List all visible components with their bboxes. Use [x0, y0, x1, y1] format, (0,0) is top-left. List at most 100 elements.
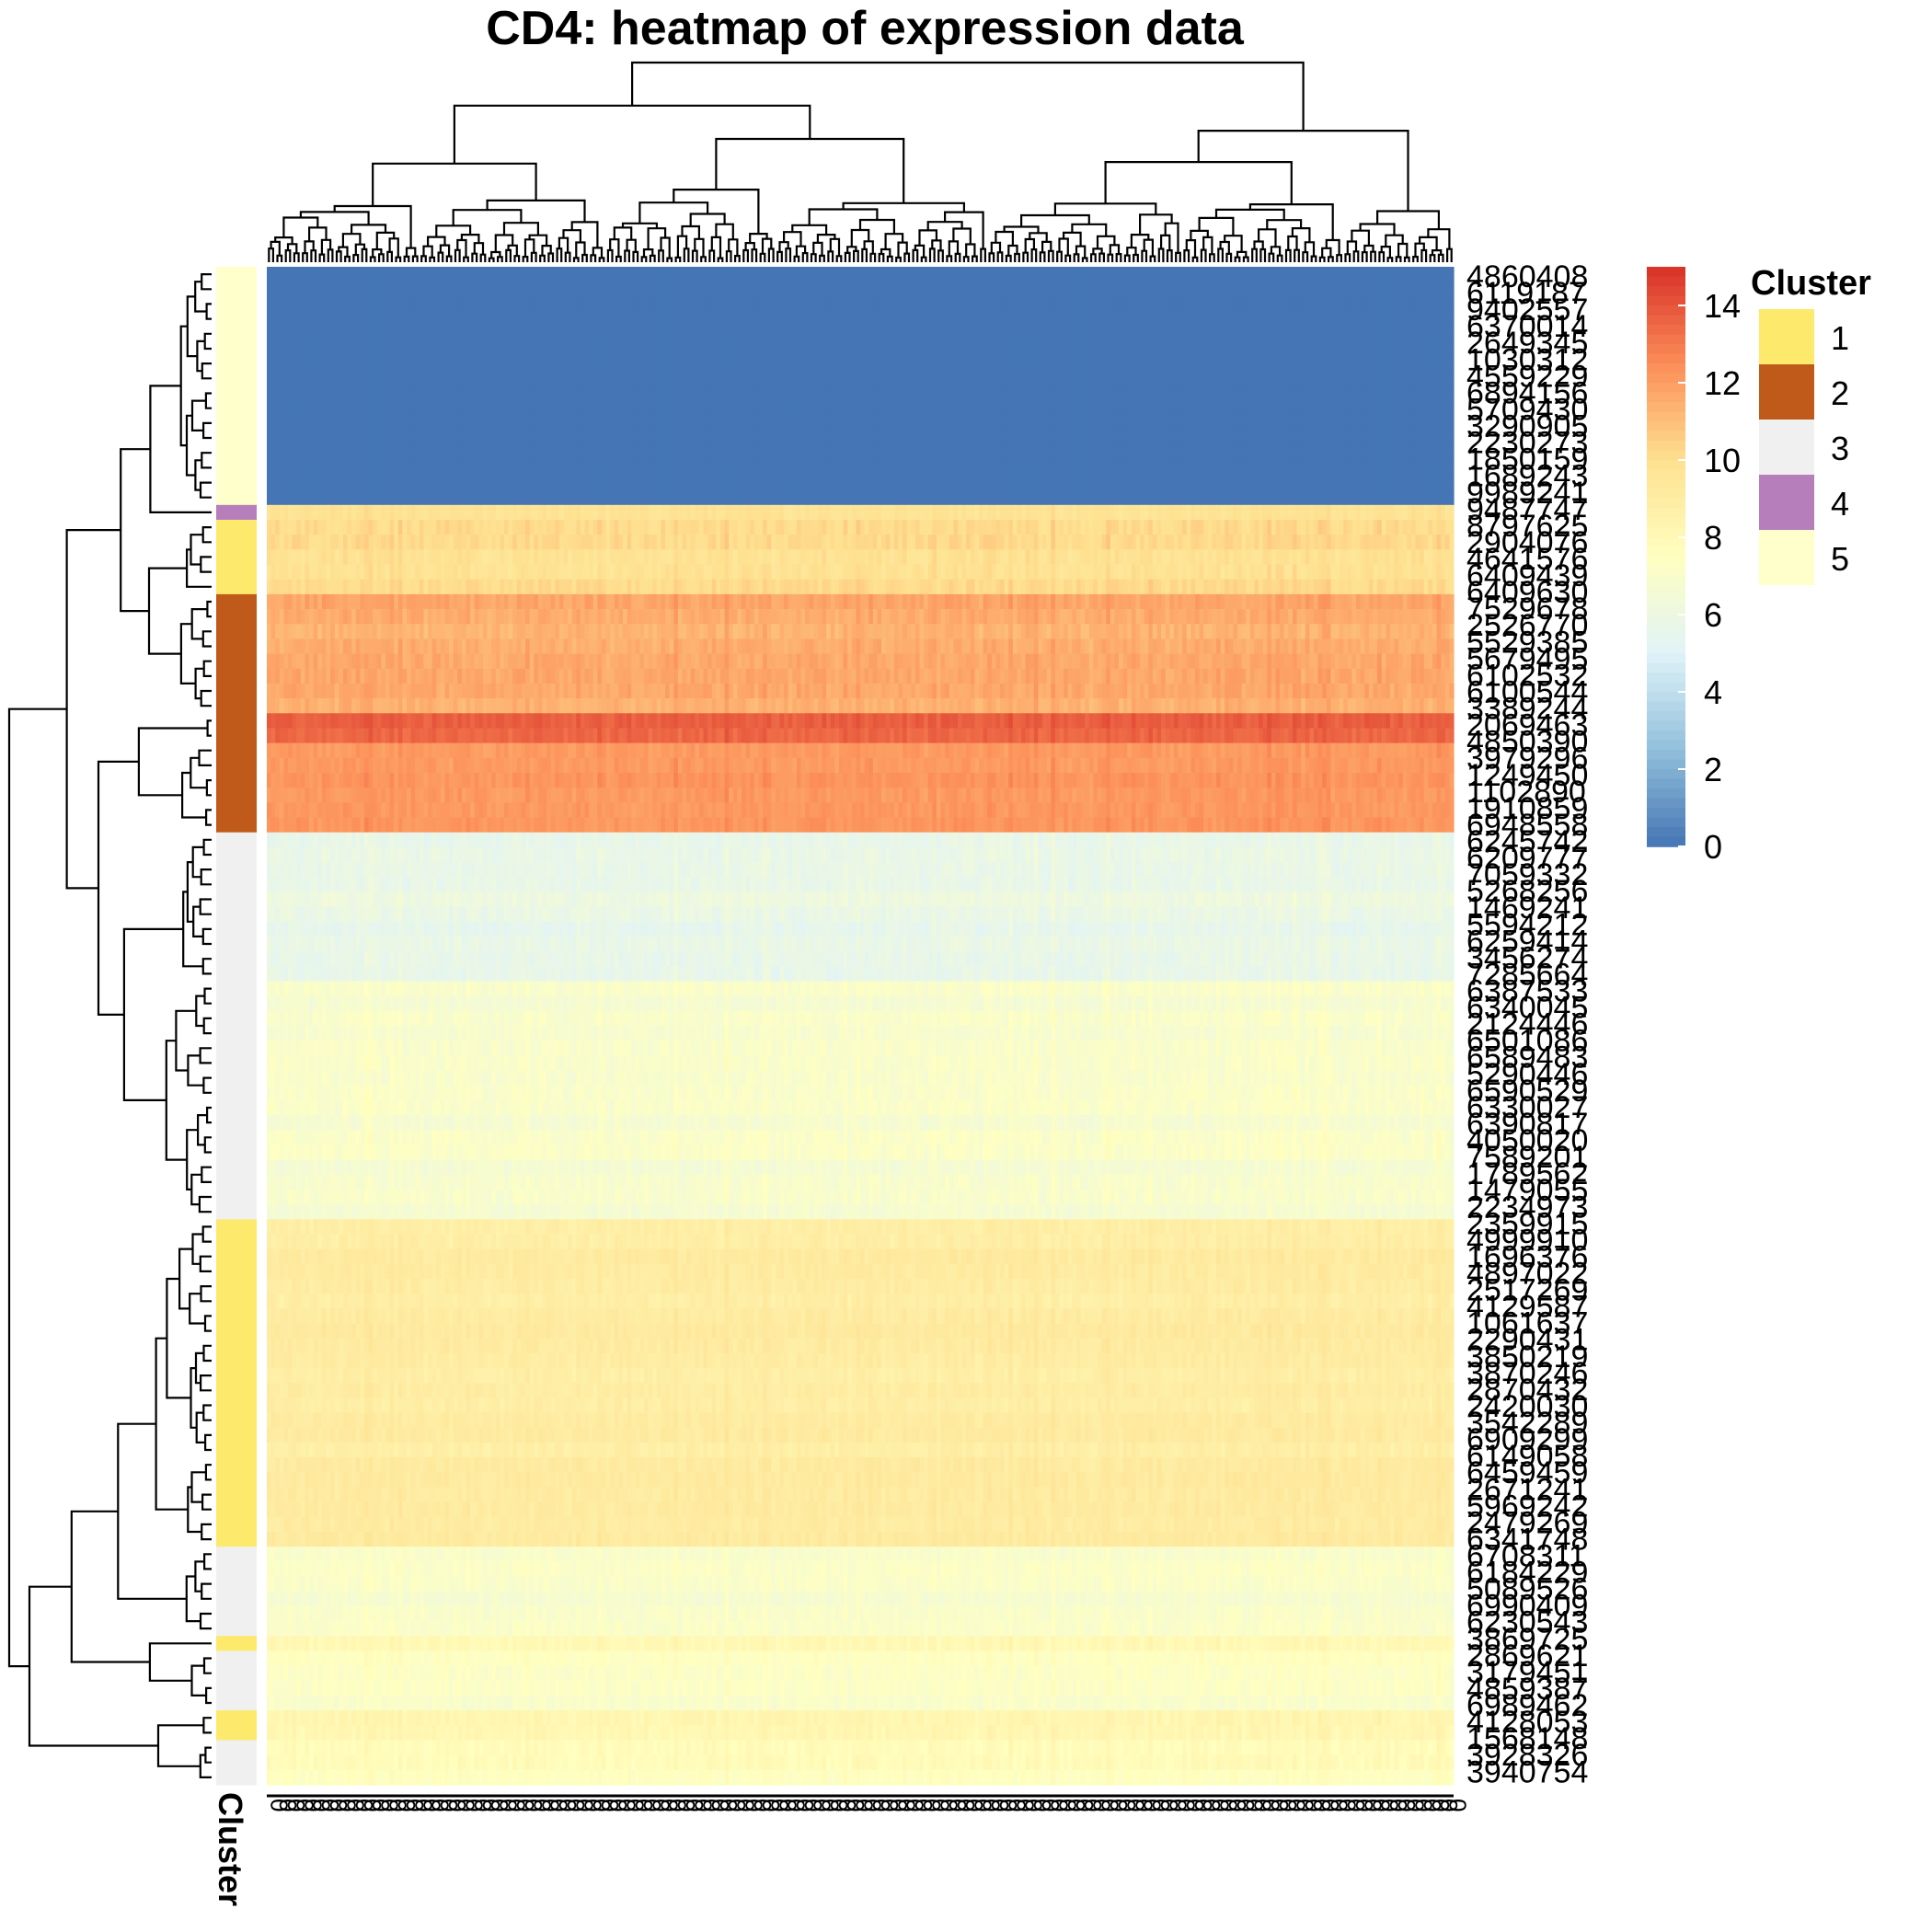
heatmap-cell	[945, 282, 949, 297]
heatmap-cell	[369, 327, 374, 342]
heatmap-cell	[1297, 282, 1302, 297]
heatmap-cell	[1327, 312, 1331, 328]
heatmap-cell	[402, 296, 407, 312]
heatmap-cell	[971, 296, 975, 312]
heatmap-cell	[750, 296, 754, 312]
heatmap-cell	[742, 296, 746, 312]
heatmap-cell	[1432, 282, 1437, 297]
heatmap-cell	[1051, 282, 1055, 297]
heatmap-cell	[1441, 312, 1445, 328]
heatmap-cell	[627, 327, 632, 342]
heatmap-cell	[784, 327, 788, 342]
heatmap-cell	[1280, 282, 1284, 297]
heatmap-cell	[275, 267, 280, 282]
heatmap-cell	[1221, 327, 1225, 342]
heatmap-cell	[1386, 312, 1390, 328]
heatmap-cell	[267, 341, 271, 357]
heatmap-cell	[364, 312, 369, 328]
heatmap-cell	[576, 296, 581, 312]
heatmap-cell	[606, 267, 611, 282]
heatmap-cell	[555, 296, 559, 312]
heatmap-cell	[915, 296, 920, 312]
heatmap-cell	[763, 282, 767, 297]
heatmap-cell	[860, 327, 865, 342]
heatmap-cell	[779, 327, 784, 342]
heatmap-cell	[915, 327, 920, 342]
heatmap-cell	[546, 312, 551, 328]
heatmap-cell	[903, 282, 907, 297]
heatmap-cell	[928, 267, 933, 282]
heatmap-cell	[1013, 296, 1018, 312]
heatmap-cell	[377, 312, 382, 328]
heatmap-cell	[1364, 296, 1369, 312]
heatmap-cell	[704, 282, 708, 297]
heatmap-cell	[364, 341, 369, 357]
heatmap-cell	[309, 267, 314, 282]
heatmap-cell	[1089, 327, 1094, 342]
heatmap-cell	[1144, 312, 1149, 328]
heatmap-cell	[1119, 296, 1123, 312]
heatmap-cell	[903, 327, 907, 342]
heatmap-cell	[1157, 282, 1162, 297]
heatmap-cell	[551, 282, 556, 297]
heatmap-cell	[652, 312, 657, 328]
heatmap-cell	[1395, 312, 1399, 328]
heatmap-cell	[381, 341, 385, 357]
heatmap-cell	[551, 312, 556, 328]
heatmap-cell	[534, 327, 538, 342]
heatmap-cell	[1060, 296, 1064, 312]
heatmap-cell	[271, 282, 276, 297]
heatmap-cell	[348, 312, 352, 328]
heatmap-cell	[844, 327, 848, 342]
heatmap-cell	[911, 267, 915, 282]
heatmap-cell	[475, 296, 479, 312]
heatmap-cell	[1190, 267, 1195, 282]
heatmap-cell	[327, 282, 331, 297]
heatmap-cell	[1335, 267, 1340, 282]
heatmap-cell	[1174, 282, 1179, 297]
heatmap-cell	[1064, 267, 1068, 282]
heatmap-cell	[818, 282, 822, 297]
heatmap-cell	[1000, 282, 1005, 297]
heatmap-cell	[1005, 327, 1009, 342]
heatmap-cell	[856, 282, 860, 297]
heatmap-cell	[712, 296, 717, 312]
heatmap-cell	[779, 282, 784, 297]
heatmap-cell	[360, 312, 364, 328]
heatmap-cell	[1263, 312, 1268, 328]
heatmap-cell	[1267, 282, 1271, 297]
heatmap-cell	[928, 296, 933, 312]
heatmap-cell	[844, 267, 848, 282]
heatmap-cell	[1132, 282, 1136, 297]
heatmap-cell	[411, 296, 416, 312]
heatmap-cell	[457, 312, 462, 328]
heatmap-cell	[283, 341, 288, 357]
heatmap-cell	[581, 296, 585, 312]
heatmap-cell	[971, 267, 975, 282]
heatmap-cell	[1254, 327, 1259, 342]
heatmap-cell	[822, 296, 827, 312]
heatmap-cell	[402, 341, 407, 357]
heatmap-cell	[1361, 327, 1365, 342]
heatmap-cell	[691, 267, 696, 282]
heatmap-cell	[1208, 282, 1213, 297]
heatmap-cell	[478, 296, 483, 312]
heatmap-cell	[1445, 282, 1450, 297]
heatmap-cell	[631, 341, 636, 357]
heatmap-cell	[1327, 282, 1331, 297]
heatmap-cell	[1398, 296, 1403, 312]
heatmap-cell	[750, 282, 754, 297]
heatmap-cell	[1216, 327, 1221, 342]
heatmap-cell	[445, 282, 450, 297]
heatmap-cell	[771, 296, 776, 312]
heatmap-cell	[610, 296, 615, 312]
heatmap-cell	[1267, 296, 1271, 312]
heatmap-cell	[572, 341, 577, 357]
heatmap-cell	[1263, 267, 1268, 282]
heatmap-cell	[818, 312, 822, 328]
heatmap-cell	[555, 267, 559, 282]
cluster-annotation-block	[216, 981, 257, 1219]
heatmap-cell	[1373, 282, 1377, 297]
heatmap-cell	[1114, 296, 1119, 312]
heatmap-cell	[839, 312, 844, 328]
